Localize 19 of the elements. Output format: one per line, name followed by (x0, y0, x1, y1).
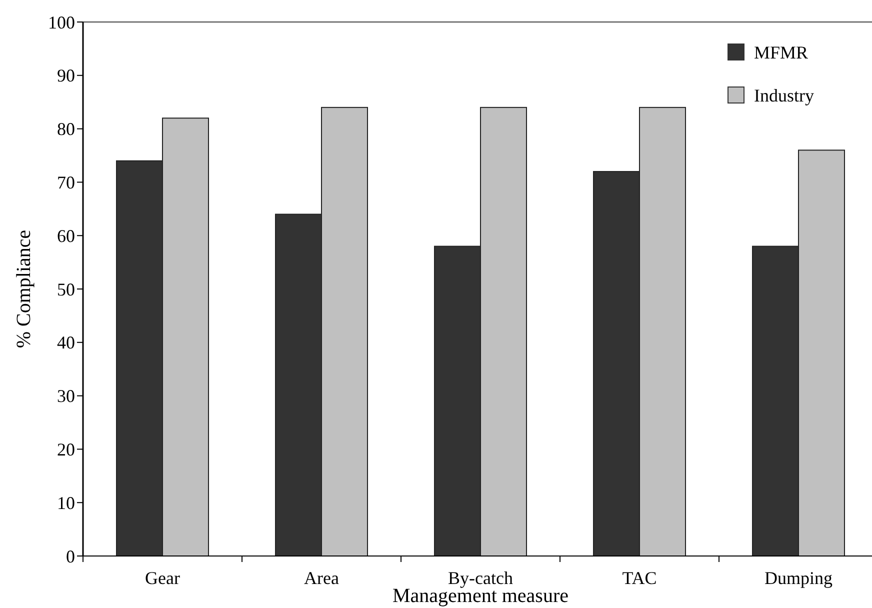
legend-label: MFMR (754, 42, 808, 62)
y-tick-label: 10 (57, 492, 75, 513)
x-tick-label: Dumping (764, 568, 833, 588)
y-tick-label: 60 (57, 226, 75, 246)
x-tick-label: TAC (622, 568, 657, 588)
y-tick-label: 40 (57, 332, 75, 353)
y-tick-label: 90 (57, 66, 75, 86)
x-tick-label: Area (304, 568, 339, 588)
y-tick-label: 30 (57, 386, 75, 406)
x-tick-label: Gear (145, 568, 180, 588)
legend-label: Industry (754, 85, 814, 106)
y-tick-label: 70 (57, 172, 75, 192)
y-tick-label: 50 (57, 279, 75, 300)
y-tick-label: 100 (48, 12, 75, 32)
x-tick-label: By-catch (448, 568, 513, 588)
y-tick-label: 80 (57, 119, 75, 140)
y-axis-title: % Compliance (13, 230, 35, 348)
y-tick-label: 20 (57, 440, 75, 460)
y-tick-label: 0 (66, 546, 75, 566)
